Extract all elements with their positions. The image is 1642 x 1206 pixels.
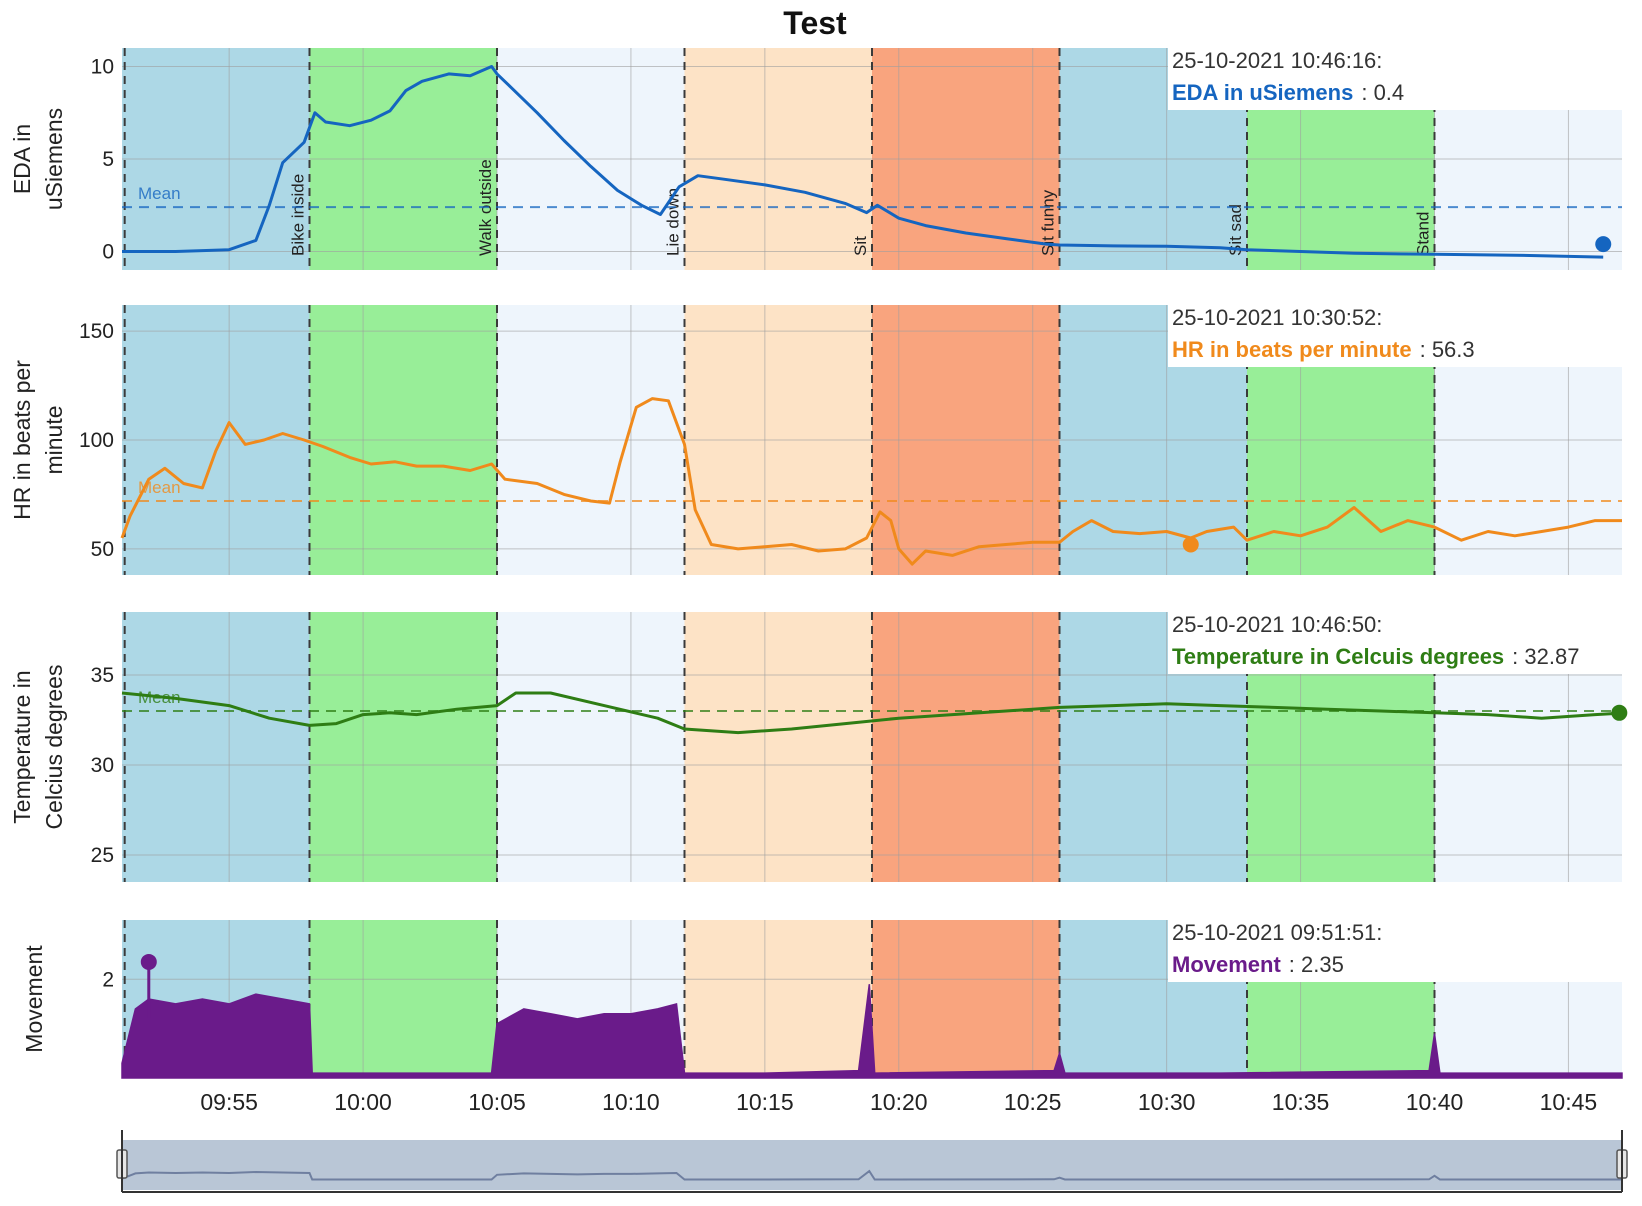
navigator-preview [121,1169,1622,1181]
y-axis-label: EDA in [9,124,35,194]
y-tick-label: 2 [102,968,114,991]
activity-band [684,612,872,882]
y-tick-label: 10 [91,56,114,79]
readout-label: EDA in uSiemens [1172,80,1353,105]
y-axis-label: HR in beats per [9,360,35,520]
x-tick-label: 10:35 [1272,1089,1330,1115]
y-axis-label: minute [41,405,67,474]
readout-box [1168,301,1622,367]
x-tick-label: 10:20 [870,1089,928,1115]
readout-box [1168,916,1622,982]
x-tick-label: 10:45 [1540,1089,1598,1115]
y-tick-label: 30 [91,754,114,777]
x-tick-label: 09:55 [200,1089,258,1115]
series-movement-area [121,984,1623,1079]
readout-time: 25-10-2021 09:51:51: [1172,920,1382,945]
event-label: Bike inside [289,174,308,256]
event-label: Sit [851,236,870,256]
activity-band [122,612,310,882]
cursor-marker [1182,536,1199,553]
chart-title: Test [783,5,847,41]
mean-label: Mean [138,184,181,203]
y-tick-label: 5 [102,148,114,171]
activity-band [497,612,685,882]
readout-time: 25-10-2021 10:46:50: [1172,612,1382,637]
x-tick-label: 10:00 [334,1089,392,1115]
readout-time: 25-10-2021 10:46:16: [1172,48,1382,73]
y-tick-label: 50 [91,538,114,561]
x-tick-label: 10:05 [468,1089,526,1115]
x-axis: 09:55 10:00 10:05 10:10 10:15 10:20 10:25 10:30… [200,1089,1597,1115]
activity-band [684,920,872,1078]
y-tick-label: 150 [79,320,114,343]
navigator-track [122,1140,1622,1190]
y-axis-label: Celcius degrees [41,665,67,830]
cursor-marker [140,953,157,970]
activity-band [872,612,1060,882]
readout-value: : 56.3 [1420,337,1475,362]
y-tick-label: 0 [102,241,114,264]
event-label: Sit funny [1039,189,1058,256]
event-label: Stand [1414,212,1433,256]
cursor-marker [1611,704,1628,721]
readout-box [1168,608,1622,674]
readout-box [1168,44,1622,110]
y-axis-label: uSiemens [41,108,67,210]
panel-movement: 2 25-10-2021 09:51:51: Movement : 2.35 Movem… [21,916,1623,1079]
readout-value: : 2.35 [1289,952,1344,977]
event-label: Sit sad [1226,204,1245,256]
readout-value: : 0.4 [1361,80,1404,105]
readout-label: Temperature in Celcuis degrees [1172,644,1504,669]
activity-band [872,920,1060,1078]
cursor-marker [1595,236,1612,253]
series-temp-line [121,691,1620,735]
x-tick-label: 10:30 [1138,1089,1196,1115]
readout-label: Movement [1172,952,1281,977]
series-eda-line [122,65,1604,259]
y-axis-label: Movement [21,945,47,1053]
x-tick-label: 10:15 [736,1089,794,1115]
activity-band [309,612,497,882]
x-tick-label: 10:25 [1004,1089,1062,1115]
y-axis-label: Temperature in [9,670,35,823]
activity-band [309,920,497,1078]
x-tick-label: 10:40 [1406,1089,1464,1115]
y-tick-label: 35 [91,664,114,687]
y-tick-label: 100 [79,429,114,452]
range-navigator[interactable] [116,1130,1628,1193]
x-tick-label: 10:10 [602,1089,660,1115]
readout-time: 25-10-2021 10:30:52: [1172,305,1382,330]
y-tick-label: 25 [91,844,114,867]
readout-value: : 32.87 [1512,644,1579,669]
series-hr-line [120,397,1622,566]
readout-label: HR in beats per minute [1172,337,1412,362]
